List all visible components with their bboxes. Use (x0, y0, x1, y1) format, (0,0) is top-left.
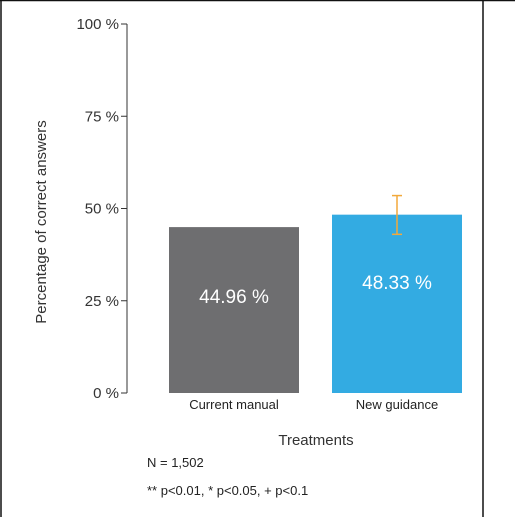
error-bar (392, 194, 402, 236)
category-label: Current manual (189, 397, 279, 412)
y-tick-label: 75 % (85, 108, 119, 125)
y-tick-label: 25 % (85, 293, 119, 310)
y-ticks: 0 % 25 % 50 % 75 % 100 % (76, 16, 127, 402)
category-label: New guidance (356, 397, 438, 412)
sample-size-note: N = 1,502 (147, 455, 204, 470)
y-axis-title: Percentage of correct answers (33, 120, 50, 323)
bar (169, 227, 299, 393)
significance-note: ** p<0.01, * p<0.05, + p<0.1 (147, 483, 308, 498)
bar-value-label: 44.96 % (199, 287, 269, 308)
y-tick-label: 100 % (76, 16, 119, 33)
x-axis-title: Treatments (278, 432, 353, 449)
bars: 44.96 % Current manual 48.33 % New guidance (169, 194, 462, 412)
bar (332, 214, 462, 393)
y-tick-label: 0 % (93, 385, 119, 402)
y-tick-label: 50 % (85, 201, 119, 218)
bar-value-label: 48.33 % (362, 273, 432, 294)
